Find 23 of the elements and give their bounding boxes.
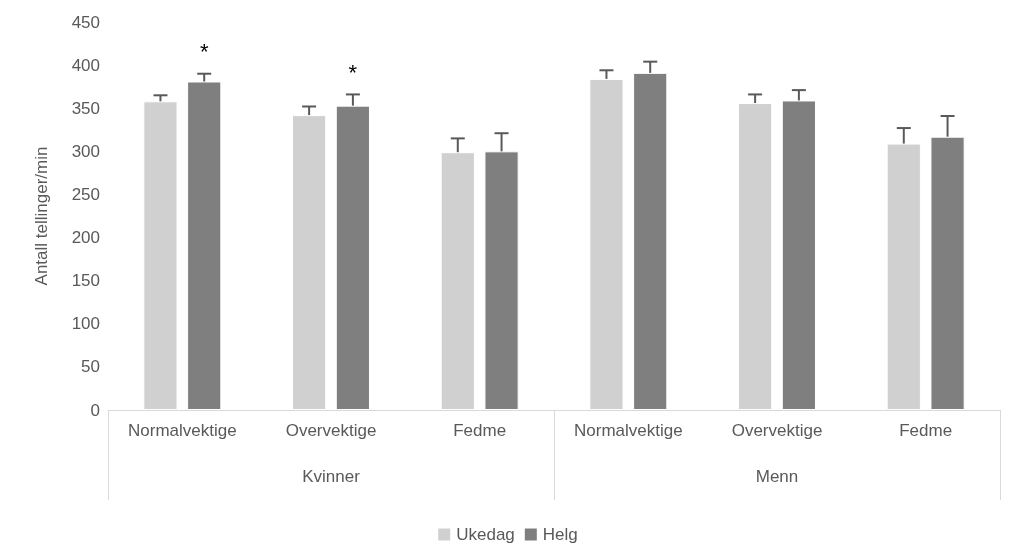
x-tick-label: Fedme — [453, 421, 507, 440]
legend-label: Helg — [542, 525, 578, 544]
x-tick-label: Overvektige — [731, 421, 823, 440]
y-tick-label: 450 — [71, 12, 100, 32]
y-tick-label: 50 — [81, 357, 100, 377]
annotation: * — [348, 59, 358, 85]
y-axis-title: Antall tellinger/min — [32, 146, 51, 286]
y-tick-label: 200 — [71, 228, 100, 248]
text: Menn — [755, 467, 799, 486]
x-tick-label: Overvektige — [285, 421, 377, 440]
annotation: * — [199, 39, 209, 65]
y-tick-label: 100 — [71, 314, 100, 334]
x-tick-label: Fedme — [899, 421, 953, 440]
y-tick-label: 400 — [71, 55, 100, 75]
text: Kvinner — [302, 467, 361, 486]
y-tick-label: 0 — [90, 400, 100, 420]
legend-label: Ukedag — [456, 525, 515, 544]
x-tick-label: Normalvektige — [128, 421, 237, 440]
y-tick-label: 150 — [71, 271, 100, 291]
y-tick-label: 350 — [71, 98, 100, 118]
y-tick-label: 300 — [71, 141, 100, 161]
x-tick-label: Normalvektige — [574, 421, 683, 440]
y-tick-label: 250 — [71, 184, 100, 204]
